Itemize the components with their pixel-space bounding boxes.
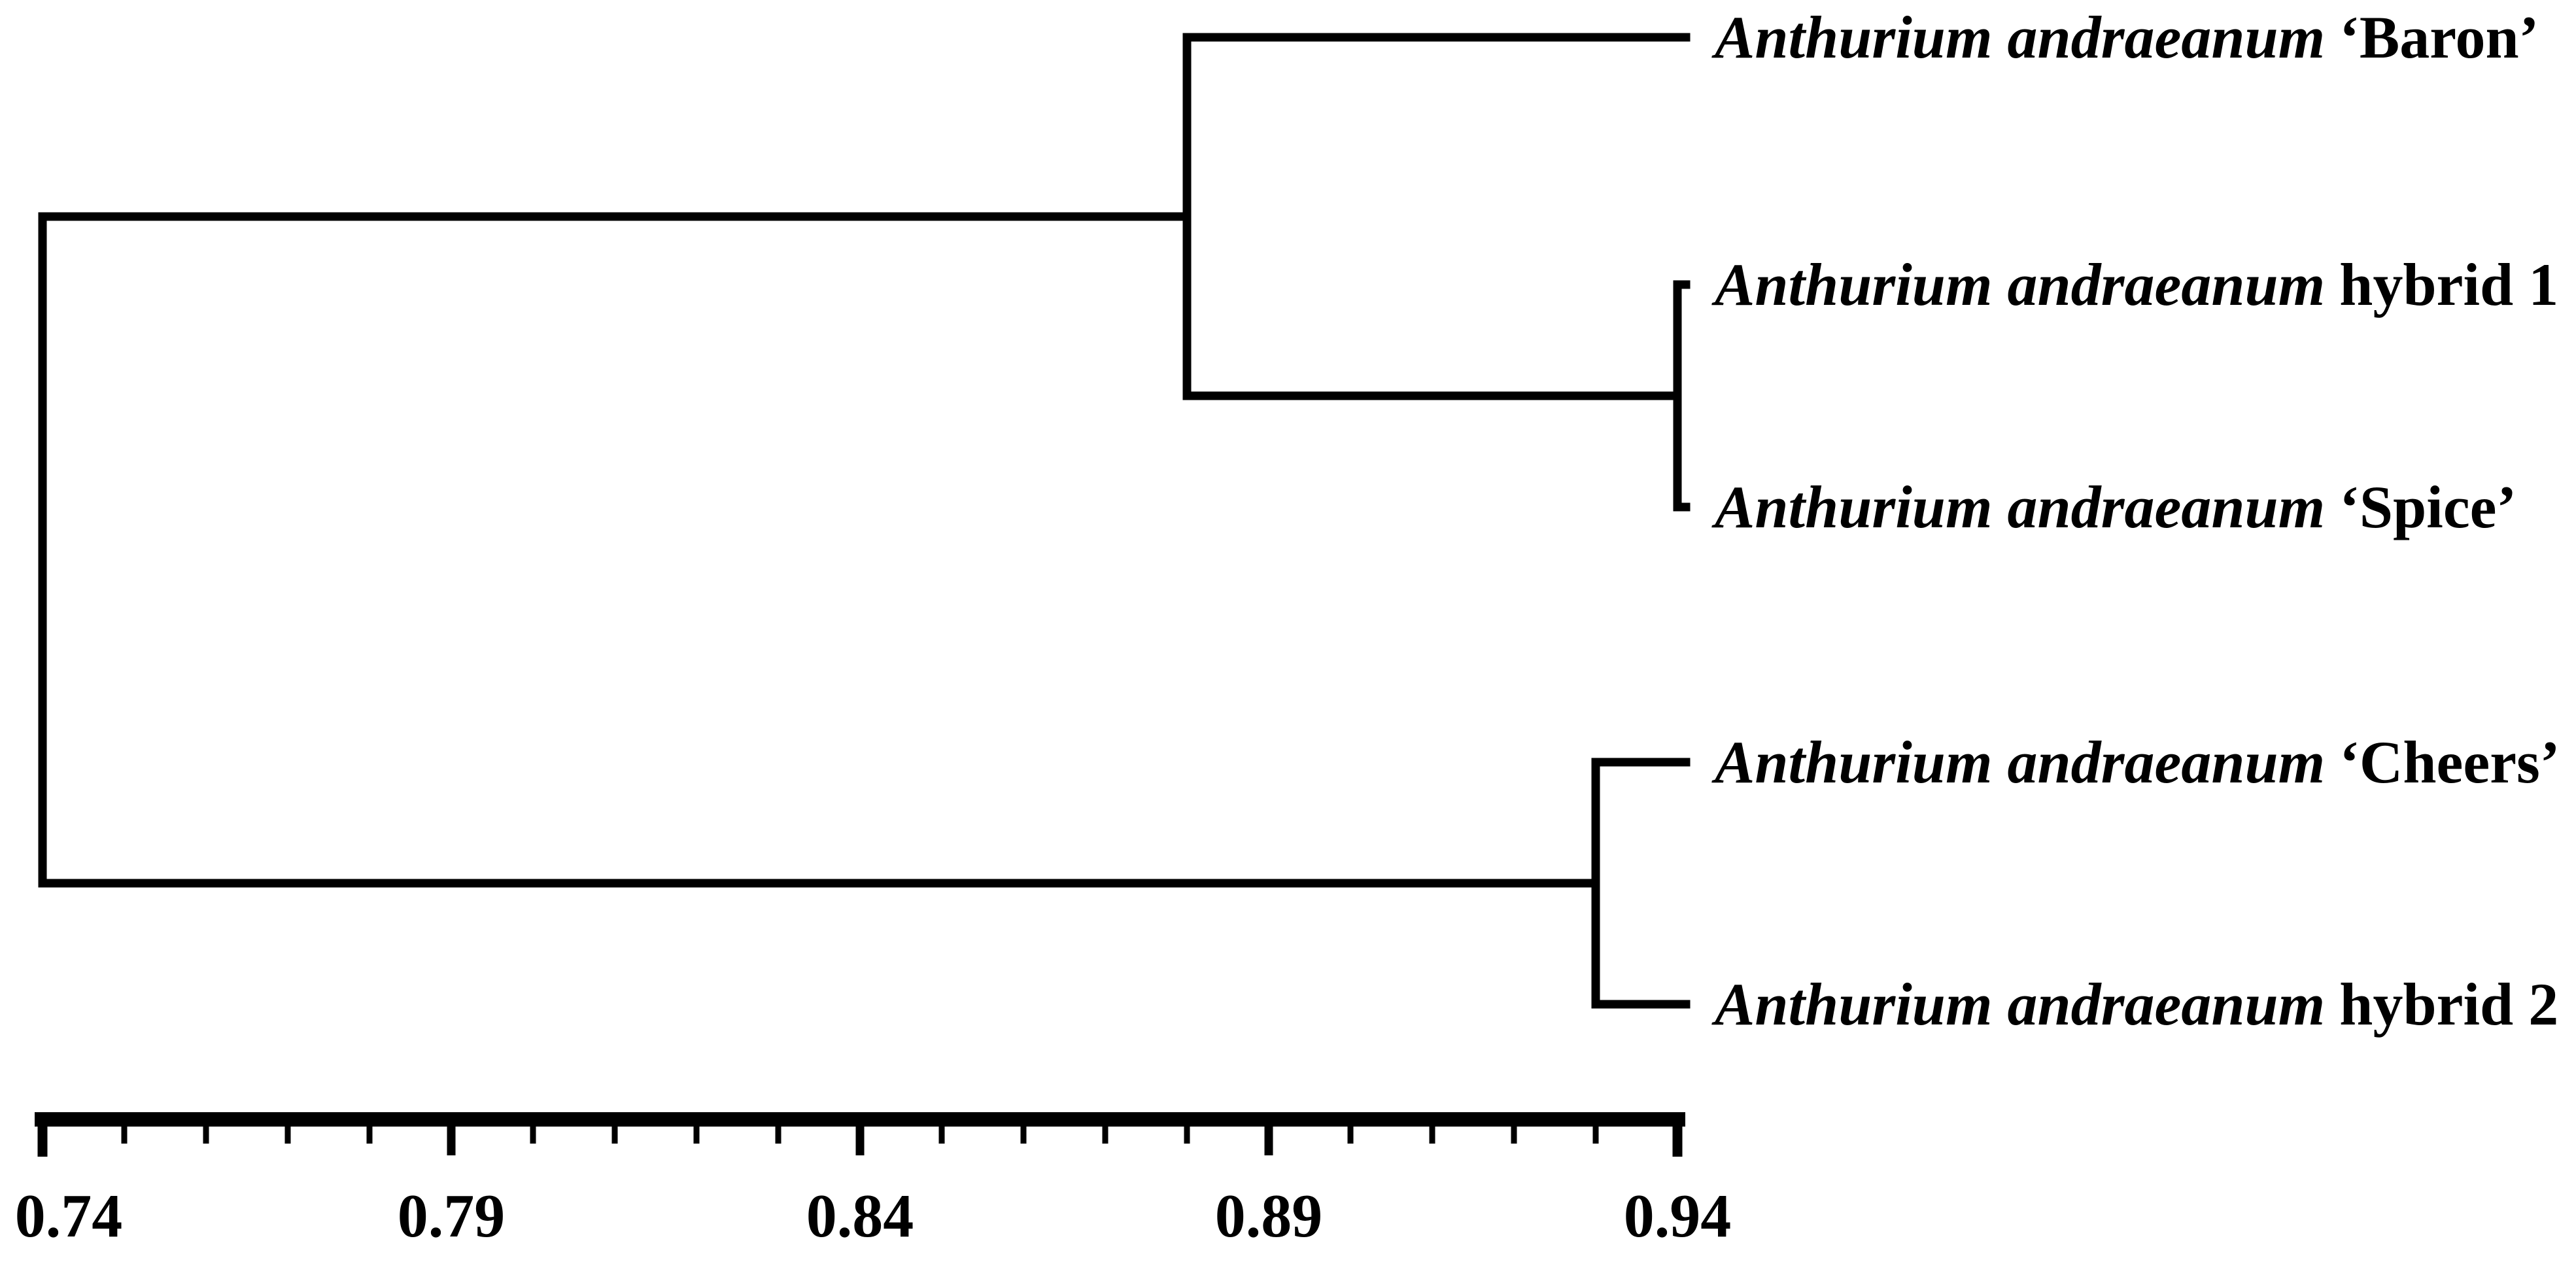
leaf-species: Anthurium andraeanum bbox=[1715, 971, 2326, 1038]
leaf-species: Anthurium andraeanum bbox=[1715, 4, 2326, 71]
axis-tick-label-084: 0.84 bbox=[806, 1182, 914, 1250]
axis-minor-tick bbox=[693, 1124, 700, 1144]
axis-minor-tick bbox=[611, 1124, 618, 1144]
axis-bar bbox=[35, 1112, 1685, 1127]
axis-minor-tick bbox=[203, 1124, 209, 1144]
leaf-cultivar: hybrid 2 bbox=[2339, 971, 2559, 1038]
axis-minor-tick bbox=[1184, 1124, 1190, 1144]
leaf-species: Anthurium andraeanum bbox=[1715, 729, 2326, 796]
leaf-cultivar: ‘Spice’ bbox=[2339, 474, 2517, 540]
axis-minor-tick bbox=[284, 1124, 291, 1144]
leaf-label-spice: Anthurium andraeanum ‘Spice’ bbox=[1715, 477, 2516, 537]
axis-tick-label-074: 0.74 bbox=[14, 1182, 123, 1250]
leaf-species: Anthurium andraeanum bbox=[1715, 474, 2326, 540]
axis-tick-label-089: 0.89 bbox=[1214, 1182, 1323, 1250]
leaf-label-hybrid-2: Anthurium andraeanum hybrid 2 bbox=[1715, 974, 2558, 1034]
axis-major-tick bbox=[447, 1124, 456, 1155]
axis-tick-label-094: 0.94 bbox=[1623, 1182, 1732, 1250]
axis-minor-tick bbox=[1020, 1124, 1027, 1144]
axis-minor-tick bbox=[530, 1124, 536, 1144]
axis-minor-tick bbox=[121, 1124, 128, 1144]
axis-minor-tick bbox=[366, 1124, 373, 1144]
axis-minor-tick bbox=[1511, 1124, 1517, 1144]
axis-major-tick bbox=[37, 1124, 48, 1157]
leaf-cultivar: ‘Cheers’ bbox=[2339, 729, 2560, 796]
axis-tick-label-079: 0.79 bbox=[397, 1182, 506, 1250]
leaf-label-cheers: Anthurium andraeanum ‘Cheers’ bbox=[1715, 732, 2560, 792]
axis-minor-tick bbox=[938, 1124, 945, 1144]
axis-minor-tick bbox=[1102, 1124, 1108, 1144]
leaf-cultivar: hybrid 1 bbox=[2339, 251, 2559, 318]
leaf-label-hybrid-1: Anthurium andraeanum hybrid 1 bbox=[1715, 254, 2558, 315]
axis-minor-tick bbox=[1347, 1124, 1354, 1144]
axis-minor-tick bbox=[1429, 1124, 1435, 1144]
axis-major-tick bbox=[855, 1124, 865, 1155]
axis-minor-tick bbox=[1592, 1124, 1599, 1144]
leaf-species: Anthurium andraeanum bbox=[1715, 251, 2326, 318]
leaf-label-baron: Anthurium andraeanum ‘Baron’ bbox=[1715, 7, 2539, 67]
axis-major-tick bbox=[1264, 1124, 1273, 1155]
leaf-cultivar: ‘Baron’ bbox=[2339, 4, 2539, 71]
axis-major-tick bbox=[1672, 1124, 1683, 1157]
axis-minor-tick bbox=[775, 1124, 781, 1144]
